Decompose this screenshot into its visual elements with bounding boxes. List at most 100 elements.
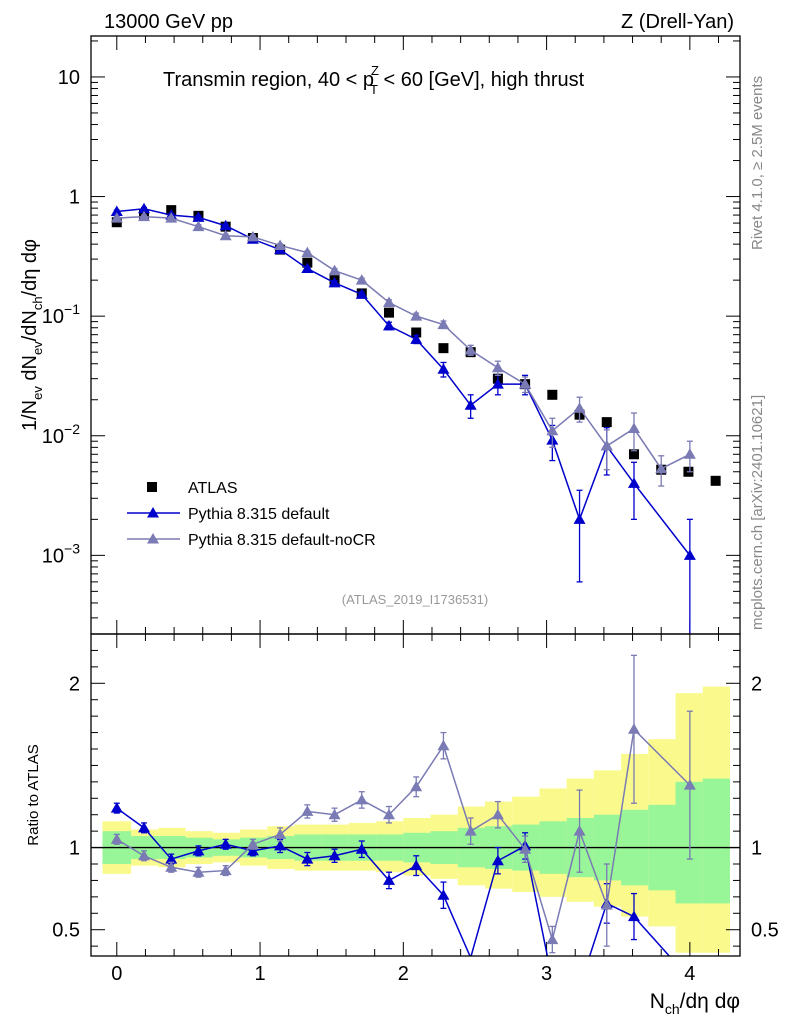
data-point [328, 264, 341, 276]
plot-title-part1: Transmin region, 40 < p [163, 69, 374, 91]
data-point [628, 449, 639, 460]
ratio-ticks-layer [91, 633, 740, 956]
ratio-point [301, 853, 314, 864]
data-point [301, 262, 314, 274]
main-ytick-base: 1 [69, 187, 80, 209]
data-point [411, 327, 422, 338]
data-point [192, 220, 205, 232]
main-ylabel-sub5: ch [30, 296, 45, 310]
plot-title: Transmin region, 40 < pZ T < 60 [GeV], hi… [163, 63, 585, 97]
xlabel-part2: /dη dφ [680, 990, 740, 1013]
ratio-ytick-label-right: 0.5 [751, 920, 779, 942]
ratio-point [192, 844, 205, 856]
series-line-1 [116, 208, 691, 556]
data-point [438, 343, 449, 354]
ratio-point [627, 723, 640, 734]
ratio-point [382, 874, 395, 885]
main-ytick-exp: −1 [64, 301, 80, 317]
data-point [192, 211, 205, 222]
ratio-series-layer [110, 654, 696, 956]
ratio-point [546, 933, 559, 945]
xtick-label: 3 [541, 963, 552, 985]
ratio-point [600, 899, 613, 910]
data-point [246, 230, 259, 242]
data-point [464, 344, 477, 355]
ratio-point [355, 843, 368, 854]
main-ylabel: 1/Nev dNev/dNch/dη dφ [19, 239, 45, 431]
ratio-point [491, 808, 504, 820]
xlabel-part0: N [650, 990, 665, 1013]
main-ylabel-sub3: ev [30, 341, 45, 355]
legend-label: Pythia 8.315 default-noCR [188, 532, 376, 549]
data-point [491, 361, 504, 373]
main-ytick-exp: −2 [64, 421, 80, 437]
ratio-panel: 0.5 0.5 1 1 2 2 0 1 2 3 4 [52, 633, 779, 985]
ratio-point [138, 821, 151, 833]
ratio-band-green [675, 781, 703, 904]
ratio-point [355, 793, 368, 805]
data-point [710, 475, 721, 486]
data-point [382, 296, 395, 308]
data-point [301, 246, 314, 258]
data-point [110, 212, 123, 223]
data-point [383, 307, 394, 318]
ratio-point [246, 838, 259, 849]
main-ylabel-sub1: ev [30, 386, 45, 400]
ratio-ytick-label-right: 1 [751, 838, 762, 860]
ratio-point [328, 808, 341, 820]
ratio-point [519, 843, 532, 854]
main-ytick-base: 10 [42, 306, 64, 328]
ratio-point [491, 854, 504, 866]
data-point [546, 424, 559, 436]
data-point [573, 402, 586, 413]
ratio-point [165, 853, 178, 864]
main-ytick-exp: −3 [64, 540, 80, 556]
ratio-point [382, 808, 395, 820]
data-point [601, 417, 612, 428]
legend-label: ATLAS [188, 480, 238, 497]
data-point [683, 448, 696, 459]
plot-title-sub: T [370, 82, 378, 97]
data-point [219, 219, 232, 231]
ratio-point [246, 844, 259, 856]
ratio-point [192, 866, 205, 877]
ratio-tick-labels: 0.5 0.5 1 1 2 2 0 1 2 3 4 [52, 673, 779, 985]
main-ytick-base: 10 [42, 426, 64, 448]
data-point [627, 422, 640, 433]
data-point [110, 205, 123, 216]
main-ylabel-part2: dN [19, 355, 41, 386]
data-point [547, 389, 558, 400]
legend-marker [147, 533, 159, 544]
data-point [138, 210, 151, 222]
ratio-ytick-label: 2 [69, 673, 80, 695]
ratio-frame [90, 633, 741, 957]
ratio-point [410, 780, 423, 792]
data-point [355, 288, 368, 299]
legend-marker [147, 507, 159, 518]
data-point [328, 276, 341, 288]
main-ylabel-part0: 1/N [19, 400, 41, 431]
ratio-ytick-label: 0.5 [52, 920, 80, 942]
ratio-point [274, 828, 287, 839]
data-point [600, 440, 613, 451]
ratio-point [328, 849, 341, 861]
ratio-point [165, 861, 178, 872]
ratio-ylabel: Ratio to ATLAS [25, 744, 42, 845]
ratio-point [274, 839, 287, 851]
data-point [491, 378, 504, 389]
xlabel: Nch/dη dφ [650, 990, 740, 1017]
ratio-ytick-label: 1 [69, 838, 80, 860]
main-ytick-label: 10 [58, 67, 80, 89]
plot-title-sup: Z [371, 63, 379, 78]
ratio-point [110, 833, 123, 844]
main-ticks-layer [91, 36, 740, 634]
data-point [410, 310, 423, 321]
main-series-layer [110, 202, 721, 634]
xtick-label: 1 [254, 963, 265, 985]
ratio-point [410, 859, 423, 871]
main-ytick-base: 10 [42, 545, 64, 567]
ratio-point [437, 889, 450, 900]
data-point [355, 274, 368, 285]
data-point [382, 319, 395, 331]
